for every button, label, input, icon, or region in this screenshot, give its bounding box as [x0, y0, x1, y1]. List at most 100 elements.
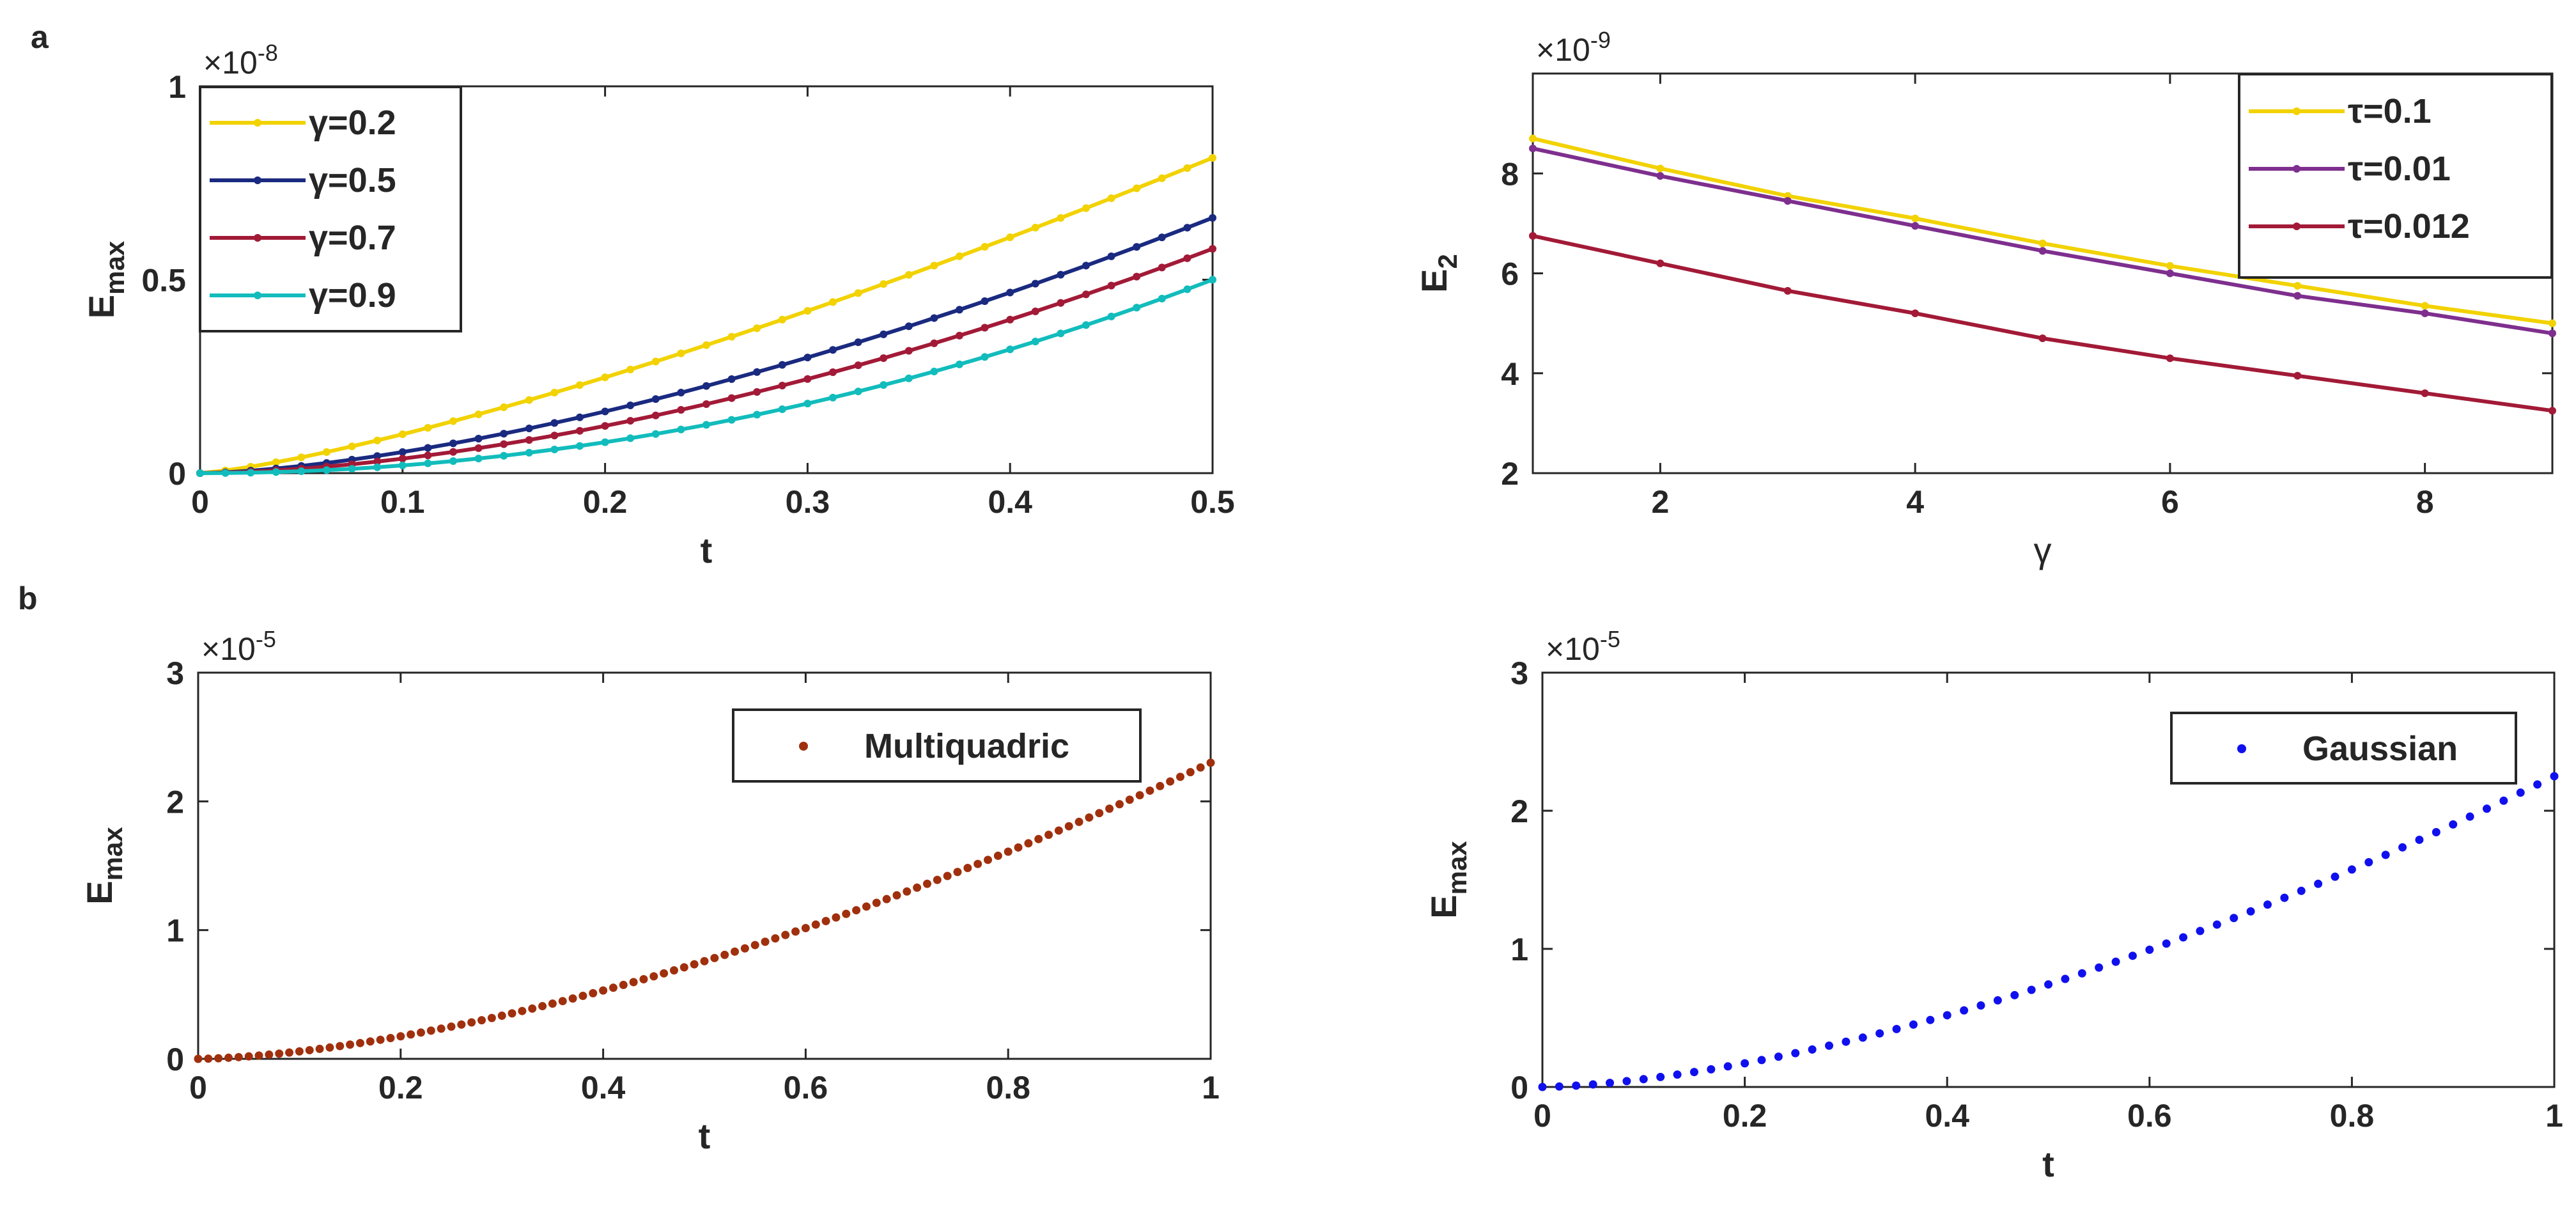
x-tick-label: 0.8 — [2330, 1098, 2375, 1134]
data-point — [1057, 270, 1065, 279]
data-point — [500, 403, 508, 411]
data-point — [1622, 1077, 1631, 1086]
data-point — [1166, 777, 1175, 786]
y-tick-label: 0 — [1510, 1070, 1528, 1106]
data-point — [2111, 957, 2120, 966]
legend-label: Gaussian — [2302, 730, 2458, 768]
y-axis-label: Emax — [79, 827, 128, 905]
data-point — [437, 1024, 446, 1033]
legend-label: γ=0.7 — [309, 219, 396, 257]
data-point — [1133, 272, 1141, 281]
data-point — [862, 902, 871, 911]
data-point — [1031, 279, 1039, 288]
data-point — [821, 916, 830, 925]
data-point — [1911, 222, 1920, 230]
data-point — [930, 367, 938, 375]
data-point — [1723, 1062, 1732, 1071]
data-point — [601, 438, 609, 446]
data-point — [1689, 1068, 1698, 1077]
data-point — [323, 466, 330, 474]
y-tick-label: 8 — [1501, 156, 1519, 192]
data-point — [247, 469, 255, 477]
data-point — [1044, 831, 1053, 840]
legend: Gaussian — [2170, 712, 2517, 785]
data-point — [1911, 214, 1920, 223]
data-point — [1125, 795, 1134, 804]
legend-marker — [254, 292, 261, 299]
data-point — [956, 306, 963, 314]
data-point — [265, 1050, 274, 1059]
data-point — [424, 459, 432, 467]
data-point — [1006, 233, 1014, 242]
data-point — [449, 417, 457, 425]
axis-exponent-label: ×10-5 — [1546, 626, 1620, 667]
data-point — [1082, 262, 1090, 270]
x-tick-label: 1 — [2545, 1098, 2563, 1134]
data-point — [474, 444, 483, 452]
data-point — [2010, 990, 2019, 999]
data-point — [904, 270, 913, 279]
data-point — [447, 1022, 456, 1031]
data-point — [1656, 1072, 1665, 1081]
data-point — [2212, 920, 2221, 929]
data-point — [1054, 826, 1063, 835]
legend-marker — [2237, 744, 2246, 753]
data-point — [2145, 945, 2154, 954]
data-point — [576, 442, 584, 450]
data-point — [753, 324, 761, 332]
legend-label: γ=0.2 — [309, 104, 396, 142]
x-axis-label: γ — [2034, 530, 2052, 570]
data-point — [832, 913, 841, 922]
data-point — [2499, 796, 2508, 805]
data-point — [2449, 820, 2458, 829]
data-point — [1976, 1001, 1985, 1010]
x-tick-label: 0.6 — [2127, 1098, 2172, 1134]
data-point — [956, 331, 963, 340]
data-point — [601, 373, 609, 382]
data-point — [2162, 939, 2171, 948]
data-point — [2044, 980, 2052, 989]
data-point — [753, 388, 761, 396]
y-tick-label: 0 — [168, 456, 186, 492]
data-point — [2038, 247, 2047, 255]
data-point — [1774, 1052, 1783, 1061]
data-point — [366, 1037, 375, 1046]
data-point — [852, 906, 861, 915]
y-axis-label: Emax — [1424, 841, 1472, 919]
data-point — [1183, 224, 1191, 232]
data-point — [904, 374, 913, 382]
data-point — [2166, 269, 2174, 277]
y-tick-label: 0.5 — [141, 263, 186, 299]
data-point — [811, 920, 820, 929]
chart-b-left: 0 0.2 0.4 0.6 0.8 1 0 1 2 3 ×10-5 t Emax Multiquadric — [79, 626, 1220, 1156]
legend-marker — [254, 234, 261, 242]
data-point — [1911, 309, 1920, 317]
y-tick-label: 2 — [1501, 456, 1519, 492]
series-γ=0.5 — [196, 214, 1216, 477]
data-point — [2347, 865, 2356, 874]
legend-marker — [2293, 165, 2301, 173]
data-point — [1183, 164, 1191, 172]
legend: Multiquadric — [732, 708, 1142, 783]
data-point — [2095, 963, 2104, 972]
data-point — [778, 315, 786, 324]
x-tick-label: 0.5 — [1190, 484, 1235, 520]
data-point — [373, 463, 382, 471]
data-point — [750, 941, 759, 950]
data-point — [398, 430, 407, 439]
data-point — [424, 451, 432, 460]
data-point — [727, 375, 736, 383]
data-point — [829, 346, 837, 354]
data-point — [904, 347, 913, 355]
data-point — [981, 324, 989, 332]
data-point — [882, 895, 891, 903]
data-point — [720, 950, 729, 959]
data-point — [297, 453, 306, 462]
data-point — [922, 879, 931, 888]
data-point — [254, 1051, 263, 1060]
data-point — [702, 382, 710, 390]
data-point — [953, 868, 962, 877]
data-point — [272, 468, 280, 476]
data-point — [974, 859, 982, 868]
data-point — [1960, 1006, 1969, 1015]
